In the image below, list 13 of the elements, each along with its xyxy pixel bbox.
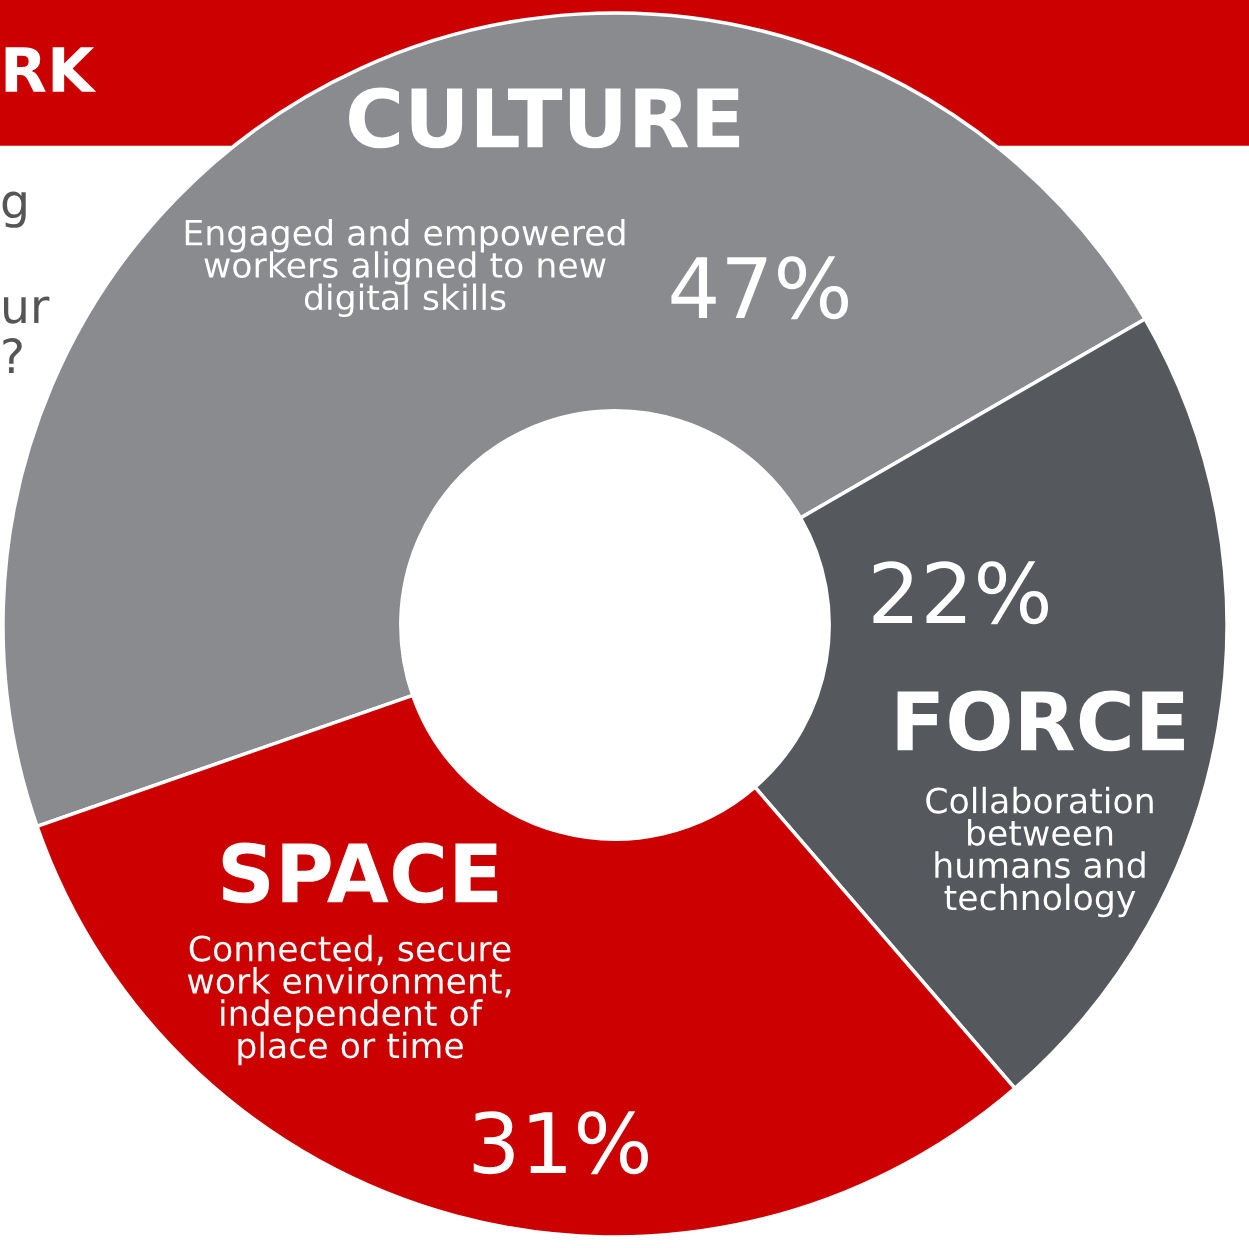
text: Engaged and empowered workers aligned to new digital skills	[185, 218, 625, 318]
slice-label: FORCE	[897, 690, 1184, 752]
text: g	[2, 191, 26, 228]
text: RK	[5, 47, 97, 92]
slice-label: SPACE	[222, 842, 498, 904]
data-label: 47%	[671, 256, 849, 320]
text: ur	[4, 296, 50, 324]
data-label: 22%	[873, 561, 1049, 625]
text: Collaboration between humans and technology	[926, 786, 1153, 918]
data-label: 31%	[473, 1111, 649, 1175]
text: ?	[3, 337, 22, 374]
text: Connected, secure work environment, independent of place or time	[187, 934, 511, 1066]
slice-label: CULTURE	[349, 87, 740, 149]
